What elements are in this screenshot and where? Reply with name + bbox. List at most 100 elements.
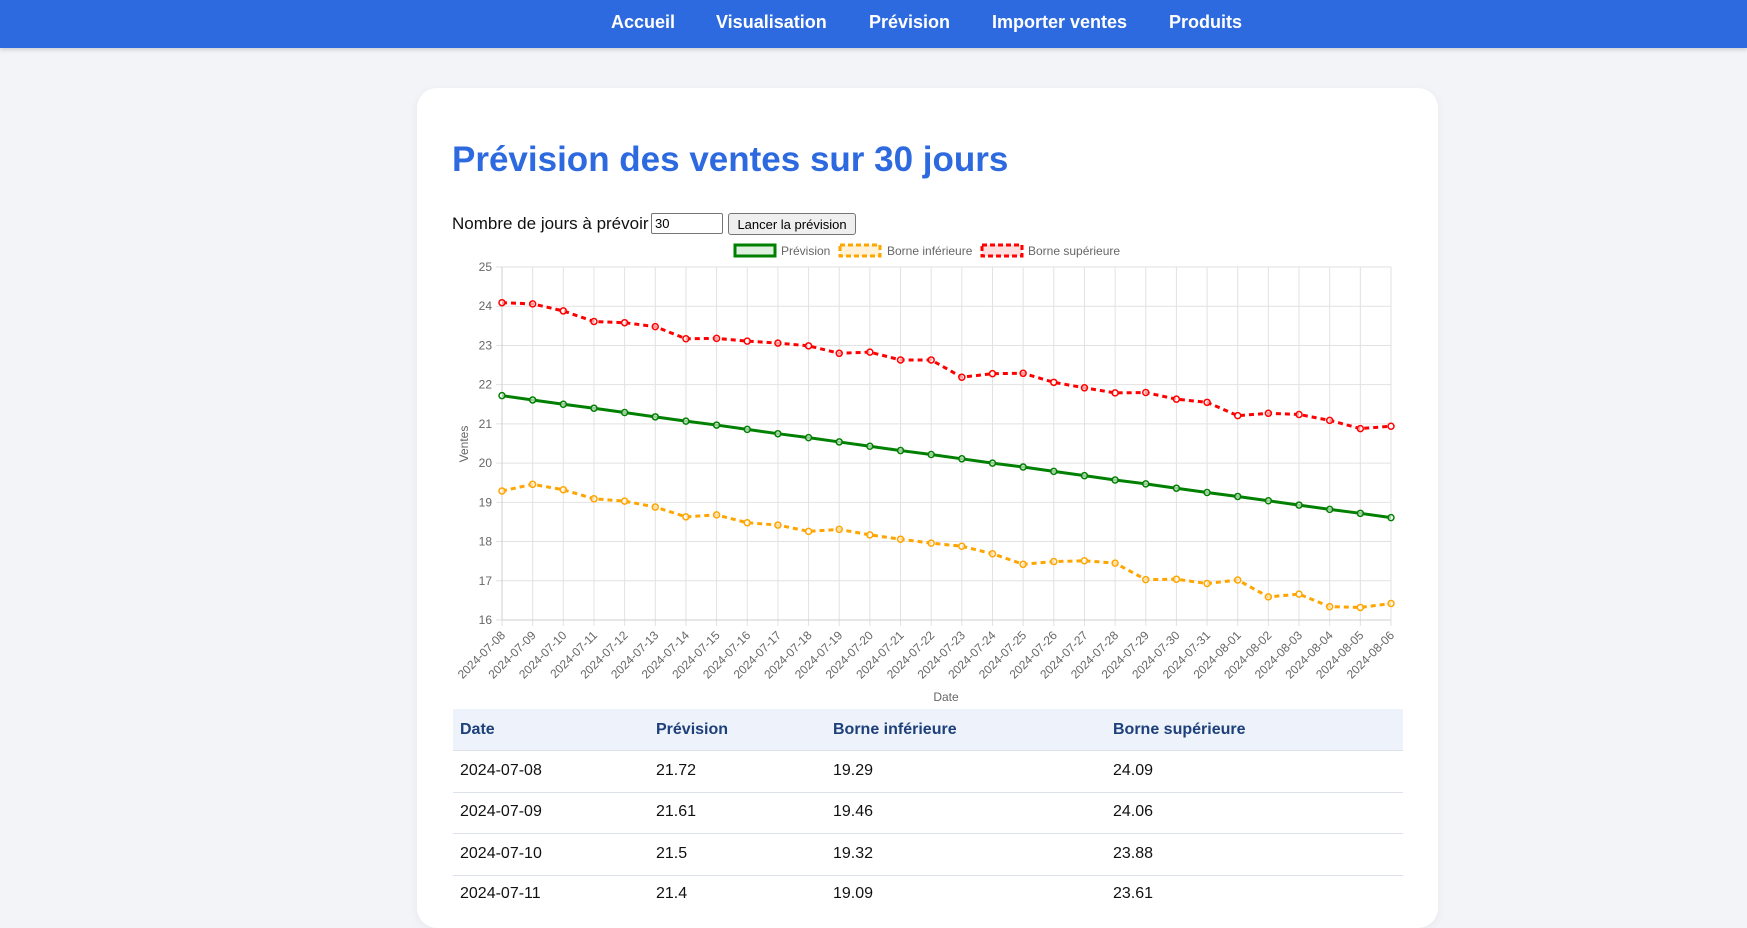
- th-prevision: Prévision: [656, 721, 729, 738]
- data-point-borne-inferieure: [1295, 590, 1303, 598]
- data-point-borne-superieure: [774, 339, 782, 347]
- cell-date: 2024-07-08: [460, 762, 542, 779]
- y-axis-title: Ventes: [457, 426, 471, 463]
- data-point-borne-inferieure: [1172, 575, 1181, 583]
- data-point-borne-inferieure: [804, 527, 813, 536]
- row-divider: [453, 750, 1403, 751]
- data-point-prevision: [559, 400, 568, 409]
- data-point-borne-inferieure: [682, 513, 690, 521]
- days-input[interactable]: [651, 213, 723, 234]
- data-point-borne-inferieure: [498, 487, 506, 495]
- data-point-prevision: [1111, 476, 1119, 484]
- series-line-borne-inferieure: [501, 482, 1392, 609]
- days-label: Nombre de jours à prévoir :: [452, 214, 658, 233]
- data-point-borne-inferieure: [896, 535, 905, 543]
- cell-date: 2024-07-10: [460, 845, 542, 862]
- data-point-prevision: [590, 404, 598, 412]
- data-point-borne-superieure: [559, 307, 568, 315]
- data-point-borne-superieure: [1111, 389, 1119, 397]
- series-line-prevision: [501, 394, 1392, 520]
- data-point-borne-inferieure: [528, 480, 537, 489]
- cell-date: 2024-07-09: [460, 803, 542, 820]
- data-point-borne-superieure: [866, 348, 874, 356]
- data-point-prevision: [927, 450, 935, 459]
- data-point-borne-superieure: [620, 318, 629, 327]
- data-point-borne-superieure: [498, 298, 506, 307]
- data-point-borne-superieure: [1387, 422, 1395, 430]
- data-point-prevision: [1387, 513, 1395, 522]
- cell-borne-superieure: 23.88: [1113, 845, 1154, 862]
- data-point-borne-inferieure: [590, 495, 598, 503]
- data-point-prevision: [896, 446, 905, 455]
- cell-borne-inferieure: 19.09: [833, 885, 874, 902]
- legend-label-borne-superieure: Borne supérieure: [1028, 244, 1120, 258]
- data-point-borne-inferieure: [559, 486, 568, 494]
- data-point-borne-superieure: [1203, 398, 1211, 407]
- data-point-prevision: [988, 459, 997, 467]
- th-date: Date: [460, 721, 495, 738]
- data-point-prevision: [1264, 497, 1273, 505]
- data-point-borne-inferieure: [712, 511, 721, 519]
- nav-importer-ventes[interactable]: Importer ventes: [992, 12, 1128, 32]
- data-point-borne-superieure: [1080, 384, 1089, 392]
- data-point-prevision: [682, 417, 690, 425]
- data-point-borne-inferieure: [774, 521, 782, 529]
- data-point-prevision: [1080, 471, 1089, 480]
- cell-borne-inferieure: 19.32: [833, 845, 874, 862]
- cell-prevision: 21.72: [656, 762, 697, 779]
- legend-swatch-borne-inferieure: [838, 243, 882, 258]
- data-point-prevision: [1203, 488, 1211, 497]
- legend-label-prevision: Prévision: [781, 244, 830, 258]
- data-point-borne-superieure: [988, 369, 997, 378]
- forecast-chart: Prévision Borne inférieure Borne supérie…: [455, 243, 1397, 704]
- data-point-borne-superieure: [1172, 395, 1181, 403]
- y-tick-label: 20: [479, 456, 493, 470]
- page-title: Prévision des ventes sur 30 jours: [452, 140, 1009, 179]
- data-point-borne-inferieure: [1203, 579, 1211, 588]
- data-point-prevision: [1295, 501, 1303, 509]
- data-point-borne-superieure: [1050, 378, 1058, 387]
- data-point-borne-superieure: [1233, 411, 1242, 420]
- row-divider: [453, 833, 1403, 834]
- data-point-borne-superieure: [1019, 369, 1027, 378]
- y-tick-label: 24: [479, 299, 493, 313]
- data-point-borne-inferieure: [1142, 575, 1150, 584]
- data-point-borne-inferieure: [620, 497, 629, 505]
- data-point-borne-superieure: [896, 356, 905, 364]
- data-point-borne-superieure: [1295, 410, 1303, 419]
- row-divider: [453, 875, 1403, 876]
- data-point-prevision: [528, 396, 537, 404]
- y-tick-label: 19: [479, 495, 493, 509]
- run-forecast-button[interactable]: Lancer la prévision: [728, 213, 856, 235]
- cell-borne-inferieure: 19.29: [833, 762, 874, 779]
- data-point-prevision: [1019, 463, 1027, 471]
- data-point-prevision: [712, 421, 721, 429]
- data-point-borne-superieure: [835, 349, 843, 358]
- y-tick-label: 25: [479, 260, 493, 274]
- cell-prevision: 21.4: [656, 885, 688, 902]
- y-tick-label: 23: [479, 338, 493, 352]
- nav-produits[interactable]: Produits: [1169, 12, 1243, 32]
- data-point-borne-superieure: [712, 334, 721, 343]
- nav-visualisation[interactable]: Visualisation: [716, 12, 827, 32]
- data-point-borne-inferieure: [1233, 576, 1242, 584]
- data-point-prevision: [620, 408, 629, 417]
- data-point-borne-inferieure: [743, 518, 751, 527]
- cell-date: 2024-07-11: [460, 885, 541, 902]
- y-tick-label: 21: [479, 417, 493, 431]
- data-point-prevision: [1356, 509, 1365, 518]
- nav-prevision[interactable]: Prévision: [869, 12, 951, 32]
- data-point-borne-superieure: [1264, 409, 1273, 418]
- cell-prevision: 21.5: [656, 845, 688, 862]
- data-point-borne-inferieure: [1019, 560, 1027, 569]
- th-borne-superieure: Borne supérieure: [1113, 721, 1246, 738]
- data-point-borne-inferieure: [866, 531, 874, 539]
- data-point-borne-inferieure: [1111, 559, 1119, 567]
- data-point-borne-inferieure: [988, 549, 997, 558]
- data-point-prevision: [1233, 492, 1242, 501]
- data-point-borne-superieure: [1142, 388, 1150, 397]
- data-point-prevision: [866, 442, 874, 450]
- nav-accueil[interactable]: Accueil: [611, 12, 676, 32]
- data-point-borne-inferieure: [1050, 557, 1058, 566]
- data-point-borne-inferieure: [1387, 599, 1395, 608]
